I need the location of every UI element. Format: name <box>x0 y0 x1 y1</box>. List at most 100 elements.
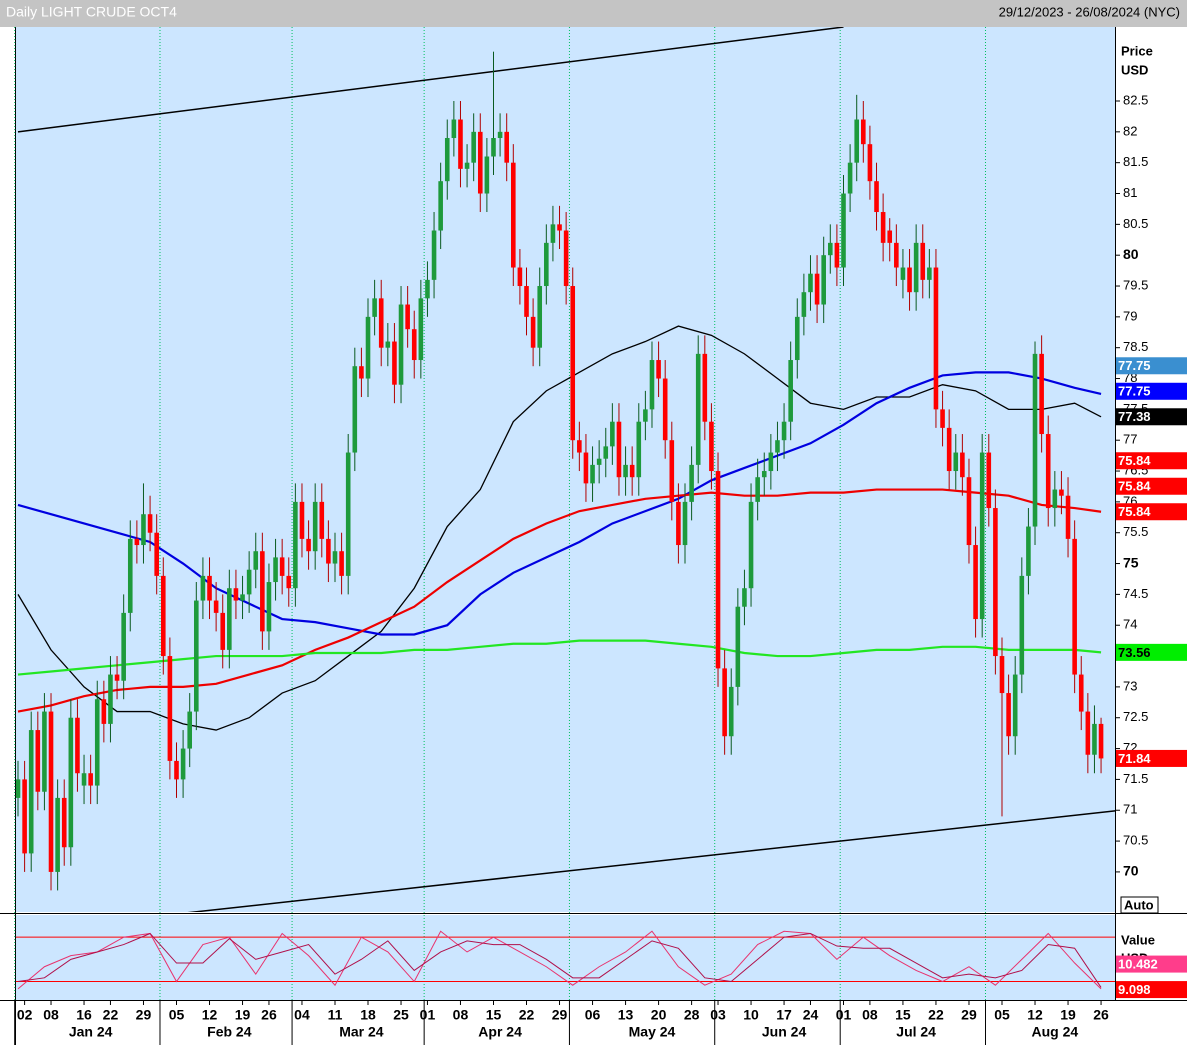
x-tick-label: 05 <box>169 1007 185 1023</box>
y-tick-label: 81 <box>1123 185 1137 200</box>
candle-body <box>814 273 820 305</box>
candle-body <box>742 588 747 607</box>
candle-body <box>623 464 628 478</box>
y-tick-label: 82.5 <box>1123 92 1148 107</box>
candle-body <box>1026 526 1031 576</box>
candle-body <box>610 421 615 447</box>
auto-button-label[interactable]: Auto <box>1124 897 1154 912</box>
candle-body <box>755 477 760 502</box>
candle-body <box>550 224 556 243</box>
candle-body <box>940 409 945 428</box>
candle-body <box>438 181 443 231</box>
candle-body <box>887 230 893 243</box>
candle-body <box>332 551 338 564</box>
y-tick-label: 74.5 <box>1123 586 1148 601</box>
candle-body <box>788 360 793 422</box>
price-tag-label: 77.38 <box>1118 409 1151 424</box>
month-label: Jun 24 <box>762 1024 807 1040</box>
price-tag <box>1116 503 1187 521</box>
candle-body <box>75 717 80 774</box>
candle-body <box>114 674 120 681</box>
x-tick-label: 19 <box>235 1007 251 1023</box>
month-label: Aug 24 <box>1031 1024 1078 1040</box>
y-tick-label: 82 <box>1123 123 1137 138</box>
y-tick-label: 81.5 <box>1123 154 1148 169</box>
candle-body <box>913 242 919 293</box>
candle-body <box>345 452 351 576</box>
price-tag <box>1116 382 1187 400</box>
candle-body <box>827 242 833 256</box>
candle-body <box>709 421 714 472</box>
candle-body <box>339 551 344 576</box>
candle-body <box>94 699 100 786</box>
y-tick-label: 80.5 <box>1123 216 1148 231</box>
candle-body <box>1085 711 1091 755</box>
candle-body <box>55 797 60 872</box>
candle-body <box>1078 674 1084 712</box>
month-label: May 24 <box>629 1024 676 1040</box>
y-tick-label: 70 <box>1123 863 1139 879</box>
candle-body <box>880 212 886 243</box>
x-tick-label: 01 <box>420 1007 436 1023</box>
candle-body <box>48 711 54 872</box>
y-axis-label: Price <box>1121 43 1153 58</box>
x-tick-label: 29 <box>552 1007 568 1023</box>
axis-layer: 7070.57171.57272.57373.57474.57575.57676… <box>14 92 1187 1045</box>
candle-body <box>471 131 476 163</box>
candle-body <box>352 366 358 453</box>
candle-body <box>583 452 589 484</box>
candle-body <box>1019 575 1025 675</box>
y-tick-label: 72.5 <box>1123 709 1148 724</box>
x-tick-label: 13 <box>618 1007 634 1023</box>
candle-body <box>920 242 926 280</box>
price-tag <box>1116 477 1187 495</box>
candle-body <box>986 452 992 509</box>
candle-body <box>616 421 622 478</box>
x-tick-label: 20 <box>651 1007 667 1023</box>
month-label: Jul 24 <box>896 1024 936 1040</box>
candle-body <box>537 286 543 348</box>
candle-body <box>689 464 694 502</box>
candle-body <box>22 779 27 854</box>
candle-body <box>16 779 21 798</box>
osc-line <box>17 930 1102 990</box>
candle-body <box>385 341 391 348</box>
candle-body <box>180 748 186 780</box>
plot-area <box>16 27 1115 912</box>
y-tick-label: 75 <box>1123 554 1139 570</box>
candle-body <box>960 452 965 478</box>
candle-body <box>847 162 853 194</box>
candle-body <box>874 181 879 213</box>
candle-body <box>979 452 985 620</box>
candle-body <box>603 446 609 459</box>
candle-body <box>477 131 483 194</box>
auto-button[interactable] <box>1120 896 1159 914</box>
candle-body <box>299 501 305 539</box>
date-range: 29/12/2023 - 26/08/2024 (NYC) <box>999 4 1180 19</box>
x-tick-label: 04 <box>294 1007 310 1023</box>
candle-body <box>715 471 721 669</box>
candle-body <box>293 501 298 589</box>
osc-tag-label: 10.482 <box>1118 957 1158 972</box>
x-tick-label: 19 <box>1060 1007 1076 1023</box>
osc-axis-label: Value <box>1121 932 1155 947</box>
candle-body <box>643 409 648 422</box>
candle-body <box>524 286 529 317</box>
y-tick-label: 77 <box>1123 432 1137 447</box>
price-tag-label: 75.84 <box>1118 453 1151 468</box>
candle-body <box>993 508 998 657</box>
candle-body <box>801 292 807 317</box>
month-label: Apr 24 <box>478 1024 522 1040</box>
x-tick-label: 01 <box>836 1007 852 1023</box>
candle-body <box>563 230 569 287</box>
y-tick-label: 79 <box>1123 308 1137 323</box>
price-tag-label: 73.56 <box>1118 645 1151 660</box>
candle-body <box>867 144 873 182</box>
candle-body <box>629 464 635 478</box>
y-tick-label: 70.5 <box>1123 833 1148 848</box>
candle-body <box>141 514 146 546</box>
x-tick-label: 08 <box>453 1007 469 1023</box>
x-tick-label: 18 <box>360 1007 376 1023</box>
candle-body <box>682 501 688 546</box>
